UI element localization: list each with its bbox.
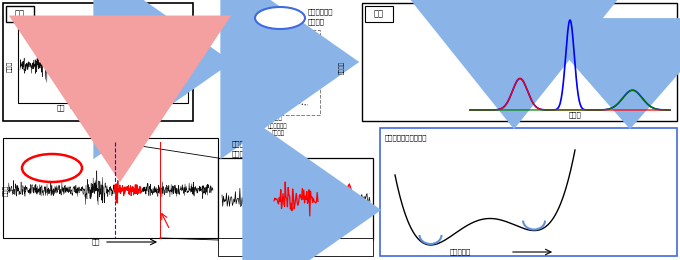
- Bar: [218, 238, 373, 256]
- Text: 3状態で: 3状態で: [645, 47, 662, 53]
- Text: b: b: [573, 12, 577, 18]
- Text: 組に分解: 組に分解: [271, 130, 284, 136]
- Text: 出力: 出力: [374, 10, 384, 18]
- Ellipse shape: [22, 154, 82, 182]
- Text: 時間: 時間: [56, 105, 65, 111]
- Text: 時間: 時間: [92, 239, 100, 245]
- Text: c: c: [634, 82, 639, 88]
- Text: 入力: 入力: [15, 10, 25, 18]
- Text: 反応座標？: 反応座標？: [450, 249, 471, 255]
- Text: 一分子観測で得られる時系列データ: 一分子観測で得られる時系列データ: [61, 16, 135, 24]
- Bar: [235, 30, 320, 115]
- Ellipse shape: [255, 7, 305, 29]
- Text: 頻度分布: 頻度分布: [308, 19, 325, 25]
- Text: τ: τ: [279, 153, 284, 162]
- Text: 時系列全体の: 時系列全体の: [308, 9, 333, 15]
- Bar: [3, 3, 193, 121]
- Text: 観測量: 観測量: [3, 184, 9, 196]
- Text: フィット: フィット: [645, 57, 662, 63]
- Bar: [6, 6, 34, 22]
- Text: 従来法: 従来法: [273, 14, 288, 23]
- Text: 自由エネルギー地形？: 自由エネルギー地形？: [385, 134, 428, 141]
- Text: 観測量: 観測量: [7, 60, 13, 72]
- Bar: [365, 6, 393, 22]
- Text: 本方法: 本方法: [44, 163, 61, 173]
- Bar: [380, 128, 677, 256]
- Bar: [362, 3, 677, 121]
- Text: できた: できた: [645, 67, 658, 73]
- Bar: [18, 28, 188, 103]
- Text: 観測量: 観測量: [568, 111, 581, 118]
- Text: 全体: 全体: [585, 10, 596, 18]
- Bar: [218, 158, 373, 240]
- Text: a: a: [522, 70, 526, 76]
- Text: 出現頻度: 出現頻度: [229, 66, 235, 79]
- Text: 出現頻度: 出現頻度: [339, 62, 345, 75]
- Bar: [3, 138, 218, 238]
- Text: ガウス分布の: ガウス分布の: [268, 123, 288, 129]
- Text: 観測値の短時間の: 観測値の短時間の: [232, 140, 266, 147]
- Text: 分布に着目: 分布に着目: [232, 150, 253, 157]
- Text: 観測量: 観測量: [273, 115, 283, 121]
